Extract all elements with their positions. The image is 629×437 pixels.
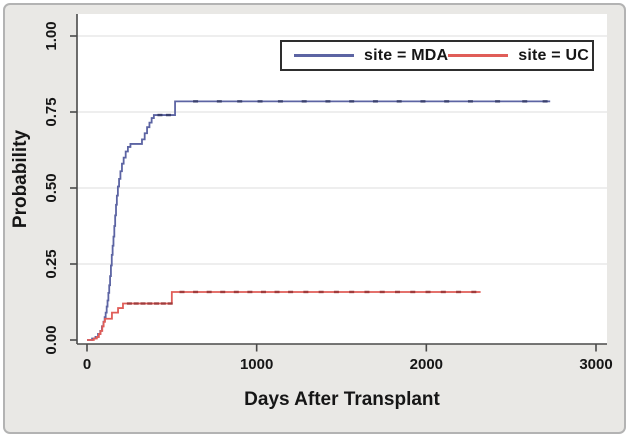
y-tick-label: 0.75: [43, 97, 60, 126]
x-axis-title: Days After Transplant: [244, 389, 440, 410]
legend-box: site = MDA site = UC: [280, 40, 594, 71]
y-tick-label: 0.00: [43, 325, 60, 354]
y-axis-title: Probability: [10, 129, 31, 228]
x-tick-label: 0: [83, 356, 91, 373]
legend-label-uc: site = UC: [518, 46, 589, 64]
legend-line-uc: [448, 54, 509, 57]
x-tick-label: 3000: [579, 356, 612, 373]
y-tick-label: 0.25: [43, 249, 60, 278]
y-tick-label: 0.50: [43, 173, 60, 202]
legend-item-mda: site = MDA: [294, 47, 448, 65]
x-tick-label: 1000: [240, 356, 273, 373]
curve-uc: [87, 291, 481, 341]
legend-line-mda: [294, 54, 354, 57]
legend-item-uc: site = UC: [448, 47, 589, 65]
legend-label-mda: site = MDA: [364, 46, 449, 64]
x-tick-label: 2000: [410, 356, 443, 373]
y-tick-label: 1.00: [43, 21, 60, 50]
